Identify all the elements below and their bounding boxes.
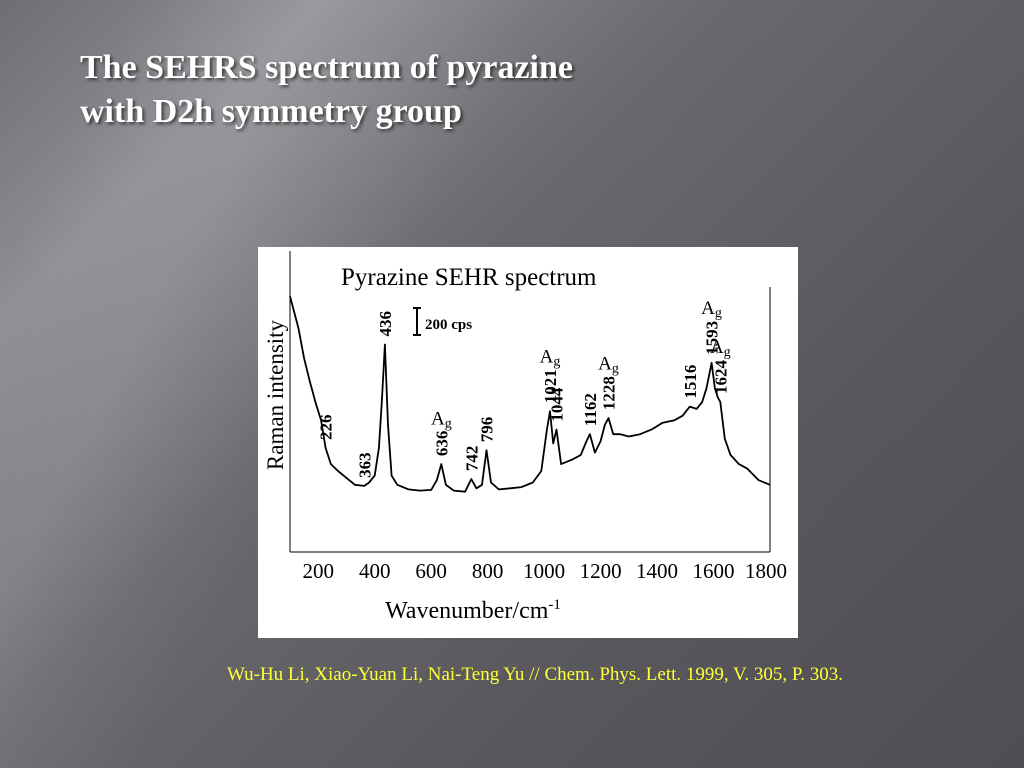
peak-label: 363	[355, 452, 374, 478]
x-axis-label: Wavenumber/cm-1	[385, 597, 561, 624]
peak-label: 636	[432, 431, 451, 457]
peak-label: 436	[376, 311, 395, 337]
spectrum-chart: Pyrazine SEHR spectrum Raman intensity W…	[263, 251, 787, 624]
peak-label: 1516	[681, 365, 700, 399]
x-tick-label: 1800	[745, 559, 787, 583]
peak-label: 226	[317, 415, 336, 441]
spectrum-figure: Pyrazine SEHR spectrum Raman intensity W…	[258, 247, 798, 638]
symmetry-label-main: A	[431, 409, 445, 430]
slide-title: The SEHRS spectrum of pyrazine with D2h …	[80, 46, 780, 134]
x-tick-label: 1400	[636, 559, 678, 583]
x-tick-label: 1600	[693, 559, 735, 583]
peak-label: 1624	[711, 360, 730, 395]
x-tick-label: 600	[415, 559, 447, 583]
peak-label: 1228	[600, 376, 619, 410]
chart-title: Pyrazine SEHR spectrum	[341, 264, 597, 291]
spectrum-line	[289, 295, 771, 493]
peak-label: 1021	[541, 369, 560, 403]
x-axis-label-text: Wavenumber/cm	[385, 598, 549, 624]
symmetry-label-subscript: g	[553, 354, 560, 369]
x-tick-label: 1200	[580, 559, 622, 583]
peak-label: 1044	[548, 387, 567, 422]
peak-label: 1162	[581, 393, 600, 426]
symmetry-label-subscript: g	[724, 345, 731, 360]
symmetry-label-main: A	[540, 346, 554, 367]
x-tick-label: 800	[472, 559, 504, 583]
peak-label: 796	[478, 417, 497, 443]
symmetry-label-subscript: g	[445, 417, 452, 432]
symmetry-label: Ag	[431, 409, 452, 432]
slide-title-line-1: The SEHRS spectrum of pyrazine	[80, 49, 573, 86]
symmetry-label: Ag	[540, 346, 561, 369]
symmetry-label: Ag	[710, 337, 731, 360]
symmetry-label-main: A	[701, 298, 715, 319]
x-tick-label: 1000	[523, 559, 565, 583]
x-tick-label: 400	[359, 559, 391, 583]
symmetry-label: Ag	[701, 298, 722, 321]
x-axis-label-exponent: -1	[548, 597, 561, 613]
symmetry-label-main: A	[598, 353, 612, 374]
slide-title-line-2: with D2h symmetry group	[80, 93, 462, 130]
scale-bar-label: 200 cps	[425, 317, 472, 333]
symmetry-label-main: A	[710, 337, 724, 358]
symmetry-label-subscript: g	[715, 306, 722, 321]
symmetry-label: Ag	[598, 353, 619, 376]
citation: Wu-Hu Li, Xiao-Yuan Li, Nai-Teng Yu // C…	[226, 664, 844, 685]
x-tick-label: 200	[302, 559, 334, 583]
peak-label: 742	[462, 446, 481, 472]
y-axis-label: Raman intensity	[263, 319, 288, 470]
symmetry-label-subscript: g	[612, 361, 619, 376]
peak-label: 1593	[703, 321, 722, 355]
